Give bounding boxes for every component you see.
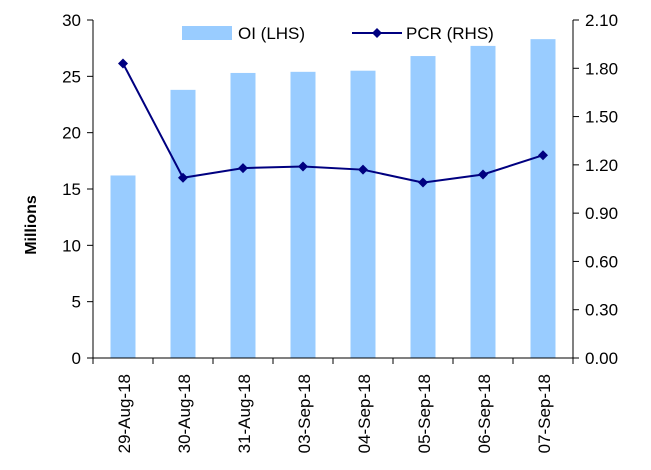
oi-bar (170, 89, 196, 358)
y-tick-label-right: 0.90 (585, 204, 618, 223)
x-tick-label: 29-Aug-18 (115, 374, 134, 453)
legend: OI (LHS) PCR (RHS) (182, 24, 494, 43)
x-tick-label: 03-Sep-18 (295, 374, 314, 453)
y-tick-label-right: 1.20 (585, 156, 618, 175)
y-tick-label-right: 1.50 (585, 108, 618, 127)
oi-bar (350, 70, 376, 358)
y-tick-label-left: 10 (62, 236, 81, 255)
y-tick-label-right: 2.10 (585, 11, 618, 30)
y-tick-label-left: 0 (72, 349, 81, 368)
pcr-marker (178, 172, 188, 183)
oi-bar (530, 39, 556, 359)
pcr-marker (238, 163, 248, 174)
oi-bar (230, 72, 256, 358)
y-tick-label-left: 30 (62, 11, 81, 30)
y-tick-label-left: 25 (62, 67, 81, 86)
pcr-marker (118, 58, 128, 69)
pcr-marker (538, 150, 548, 161)
oi-bar (110, 175, 136, 358)
x-tick-label: 04-Sep-18 (355, 374, 374, 453)
x-tick-label: 06-Sep-18 (475, 374, 494, 453)
x-tick-label: 07-Sep-18 (535, 374, 554, 453)
legend-label-oi: OI (LHS) (238, 24, 305, 43)
pcr-marker (298, 161, 308, 172)
legend-marker-pcr (372, 28, 382, 38)
y-axis-title: Millions (23, 195, 40, 255)
bars-layer (110, 39, 556, 359)
legend-label-pcr: PCR (RHS) (406, 24, 494, 43)
y-tick-label-right: 1.80 (585, 59, 618, 78)
oi-bar (290, 71, 316, 359)
pcr-marker (418, 177, 428, 188)
oi-bar (410, 56, 436, 358)
axes-layer (87, 19, 579, 364)
x-tick-label: 31-Aug-18 (235, 374, 254, 453)
pcr-line (122, 62, 544, 184)
y-tick-label-left: 20 (62, 124, 81, 143)
tick-labels-layer: 0 5 10 15 20 25 30 0.00 0.30 0.60 0.90 1.20 1.50 1.80… (62, 11, 618, 453)
oi-bar (470, 45, 496, 359)
y-tick-label-left: 5 (72, 293, 81, 312)
pcr-marker (478, 169, 488, 180)
y-tick-label-right: 0.60 (585, 252, 618, 271)
x-tick-label: 30-Aug-18 (175, 374, 194, 453)
pcr-line-layer (118, 58, 548, 188)
legend-swatch-oi (182, 26, 232, 40)
y-tick-label-right: 0.30 (585, 301, 618, 320)
y-tick-label-right: 0.00 (585, 349, 618, 368)
pcr-marker (358, 164, 368, 175)
x-tick-label: 05-Sep-18 (415, 374, 434, 453)
y-tick-label-left: 15 (62, 180, 81, 199)
